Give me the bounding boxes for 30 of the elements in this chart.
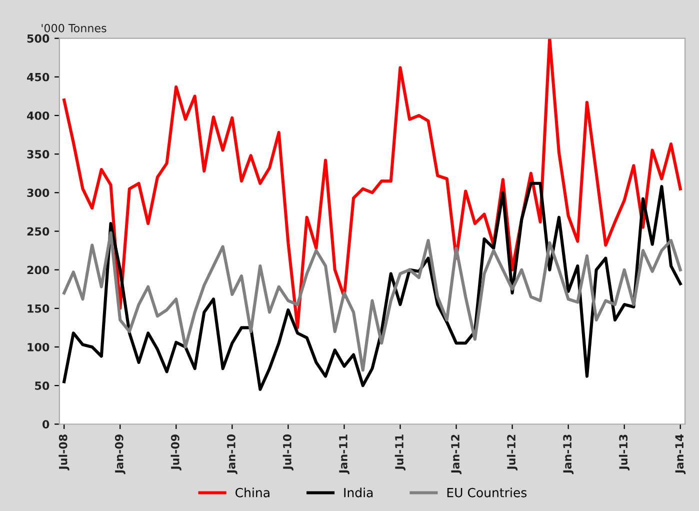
- line-series: [62, 231, 682, 372]
- legend-label: China: [236, 488, 270, 498]
- x-tick-label: Jan-13: [563, 434, 574, 474]
- y-tick-label: 50: [35, 382, 50, 390]
- y-tick-label: 500: [27, 34, 50, 43]
- x-tick-label: Jul-12: [506, 434, 518, 470]
- y-tick-label: 100: [28, 342, 50, 352]
- x-tick-label: Jan-12: [451, 434, 462, 474]
- y-tick-label: 250: [27, 227, 50, 236]
- x-tick-label: Jul-11: [394, 434, 406, 470]
- legend-label: India: [344, 488, 373, 498]
- y-tick-label: 300: [27, 188, 50, 198]
- x-tick-label: Jul-08: [58, 434, 70, 470]
- y-tick-label: 350: [27, 150, 50, 158]
- legend-label: EU Countries: [447, 488, 527, 498]
- y-tick-label: 450: [27, 72, 50, 82]
- x-tick-label: Jan-10: [226, 434, 238, 474]
- x-tick-label: Jul-10: [282, 434, 294, 470]
- x-tick-label: Jan-09: [114, 434, 126, 474]
- y-tick-label: 200: [27, 266, 50, 274]
- x-tick-label: Jan-11: [339, 434, 350, 474]
- x-tick-label: Jul-13: [618, 434, 630, 470]
- y-axis-title: '000 Tonnes: [42, 24, 106, 32]
- y-tick-label: 150: [28, 304, 50, 313]
- x-tick-label: Jul-09: [170, 434, 182, 470]
- y-tick-label: 0: [42, 420, 50, 429]
- line-series: [62, 182, 682, 391]
- line-series: [62, 38, 682, 330]
- y-tick-label: 400: [27, 111, 50, 120]
- x-tick-label: Jan-14: [675, 434, 686, 474]
